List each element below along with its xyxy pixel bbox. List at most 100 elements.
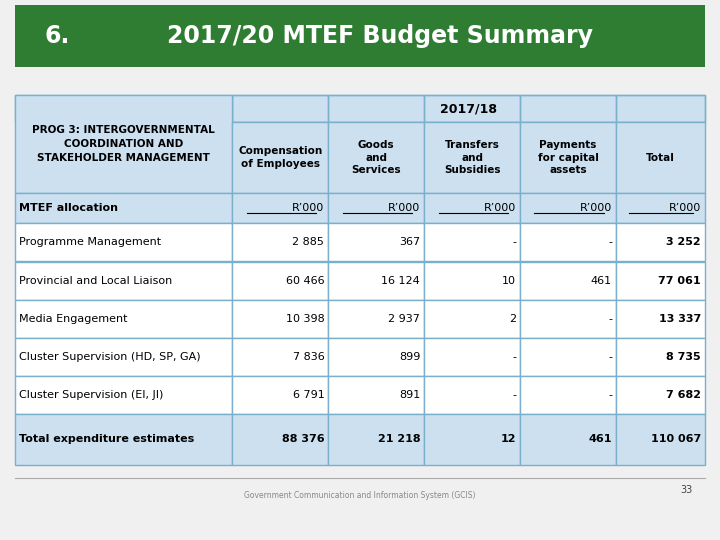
Bar	[616, 300, 705, 338]
Bar	[616, 193, 705, 224]
Text: 8 735: 8 735	[667, 352, 701, 362]
Text: -: -	[512, 352, 516, 362]
Text: 3 252: 3 252	[667, 238, 701, 247]
Bar	[15, 300, 233, 338]
Text: 7 682: 7 682	[666, 390, 701, 400]
Bar	[520, 193, 616, 224]
Text: 60 466: 60 466	[286, 275, 324, 286]
Text: 461: 461	[591, 275, 612, 286]
Text: 2 885: 2 885	[292, 238, 324, 247]
Text: -: -	[608, 390, 612, 400]
Text: -: -	[608, 352, 612, 362]
Bar	[233, 261, 328, 300]
Bar	[15, 224, 233, 261]
Text: 6 791: 6 791	[292, 390, 324, 400]
Bar	[616, 414, 705, 465]
Bar	[15, 261, 233, 300]
Bar	[424, 261, 520, 300]
Bar	[520, 376, 616, 414]
Bar	[233, 95, 328, 122]
Text: Compensation
of Employees: Compensation of Employees	[238, 146, 323, 169]
Bar	[616, 224, 705, 261]
Bar	[520, 338, 616, 376]
Bar	[15, 193, 233, 224]
Bar	[520, 95, 616, 122]
Bar	[233, 376, 328, 414]
Bar	[328, 122, 424, 193]
Text: -: -	[512, 238, 516, 247]
Bar	[520, 261, 616, 300]
Bar	[616, 95, 705, 122]
Text: 12: 12	[500, 434, 516, 444]
Bar	[328, 224, 424, 261]
Bar	[328, 300, 424, 338]
Bar	[233, 414, 328, 465]
Bar	[15, 95, 233, 122]
Text: 899: 899	[399, 352, 420, 362]
Bar	[520, 122, 616, 193]
Bar	[328, 376, 424, 414]
Text: R’000: R’000	[388, 203, 420, 213]
Bar	[424, 376, 520, 414]
Bar	[424, 122, 520, 193]
Bar	[15, 5, 705, 67]
Text: 367: 367	[399, 238, 420, 247]
Text: PROG 3: INTERGOVERNMENTAL
COORDINATION AND
STAKEHOLDER MANAGEMENT: PROG 3: INTERGOVERNMENTAL COORDINATION A…	[32, 125, 215, 163]
Bar	[424, 414, 520, 465]
Bar	[520, 224, 616, 261]
Bar	[616, 338, 705, 376]
Text: Programme Management: Programme Management	[19, 238, 161, 247]
Text: 461: 461	[588, 434, 612, 444]
Bar	[424, 193, 520, 224]
Text: 88 376: 88 376	[282, 434, 324, 444]
Bar	[15, 414, 233, 465]
Bar	[233, 193, 328, 224]
Bar	[233, 338, 328, 376]
Text: Payments
for capital
assets: Payments for capital assets	[538, 140, 598, 176]
Bar	[15, 95, 233, 193]
Text: 6.: 6.	[45, 24, 71, 48]
Text: 891: 891	[399, 390, 420, 400]
Bar	[520, 414, 616, 465]
Text: 110 067: 110 067	[651, 434, 701, 444]
Text: Transfers
and
Subsidies: Transfers and Subsidies	[444, 140, 500, 176]
Text: Total: Total	[646, 153, 675, 163]
Text: 2017/20 MTEF Budget Summary: 2017/20 MTEF Budget Summary	[167, 24, 593, 48]
Bar	[616, 122, 705, 193]
Text: 2017/18: 2017/18	[440, 102, 498, 115]
Text: -: -	[512, 390, 516, 400]
Bar	[233, 95, 705, 122]
Bar	[328, 95, 424, 122]
Bar	[616, 376, 705, 414]
Text: -: -	[608, 314, 612, 323]
Bar	[15, 376, 233, 414]
Text: Goods
and
Services: Goods and Services	[351, 140, 401, 176]
Text: 77 061: 77 061	[658, 275, 701, 286]
Text: R’000: R’000	[580, 203, 612, 213]
Text: 16 124: 16 124	[382, 275, 420, 286]
Bar	[424, 300, 520, 338]
Text: R’000: R’000	[669, 203, 701, 213]
Text: 13 337: 13 337	[659, 314, 701, 323]
Text: -: -	[608, 238, 612, 247]
Bar	[328, 338, 424, 376]
Text: Media Engagement: Media Engagement	[19, 314, 127, 323]
Text: Cluster Supervision (HD, SP, GA): Cluster Supervision (HD, SP, GA)	[19, 352, 201, 362]
Text: Cluster Supervision (EI, JI): Cluster Supervision (EI, JI)	[19, 390, 163, 400]
Bar	[328, 414, 424, 465]
Text: Government Communication and Information System (GCIS): Government Communication and Information…	[244, 491, 476, 501]
Bar	[233, 224, 328, 261]
Text: 10 398: 10 398	[286, 314, 324, 323]
Text: 21 218: 21 218	[377, 434, 420, 444]
Text: R’000: R’000	[484, 203, 516, 213]
Text: 10: 10	[502, 275, 516, 286]
Text: 33: 33	[680, 485, 692, 495]
Bar	[328, 261, 424, 300]
Bar	[233, 300, 328, 338]
Bar	[616, 261, 705, 300]
Text: 2 937: 2 937	[388, 314, 420, 323]
Text: 7 836: 7 836	[292, 352, 324, 362]
Bar	[424, 224, 520, 261]
Text: MTEF allocation: MTEF allocation	[19, 203, 118, 213]
Text: Provincial and Local Liaison: Provincial and Local Liaison	[19, 275, 172, 286]
